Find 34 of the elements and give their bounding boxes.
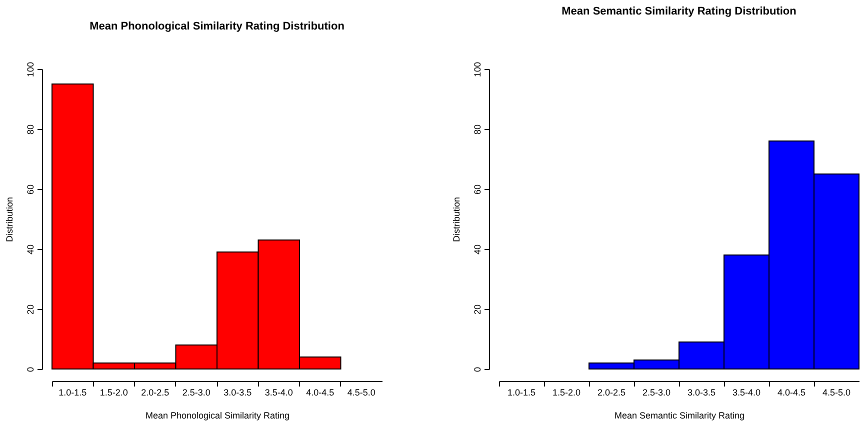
- x-tick-label: 1.0-1.5: [58, 388, 87, 398]
- x-tick-label: 2.0-2.5: [597, 388, 626, 398]
- x-tick-label: 2.0-2.5: [141, 388, 170, 398]
- x-tick-label: 4.5-5.0: [822, 388, 851, 398]
- y-tick-label: 40: [26, 244, 36, 255]
- x-tick-label: 1.5-2.0: [552, 388, 581, 398]
- y-tick-label: 20: [26, 304, 36, 315]
- y-tick-label: 0: [472, 366, 482, 372]
- y-axis-title: Distribution: [4, 196, 14, 242]
- y-tick-label: 60: [472, 184, 482, 195]
- x-tick-label: 3.0-3.5: [224, 388, 252, 398]
- x-tick-label: 4.0-4.5: [777, 388, 806, 398]
- y-axis-title: Distribution: [452, 196, 462, 242]
- y-tick-label: 0: [26, 366, 36, 372]
- x-tick-label: 1.0-1.5: [507, 388, 536, 398]
- y-tick-label: 20: [472, 304, 482, 315]
- y-tick-label: 80: [472, 124, 482, 135]
- x-tick-label: 4.5-5.0: [347, 388, 376, 398]
- chart-title: Mean Phonological Similarity Rating Distribution: [90, 20, 345, 32]
- x-axis-title: Mean Phonological Similarity Rating: [145, 410, 290, 420]
- x-axis-title: Mean Semantic Similarity Rating: [614, 410, 745, 420]
- x-tick-label: 3.5-4.0: [264, 388, 293, 398]
- x-tick-label: 2.5-3.0: [642, 388, 671, 398]
- y-tick-label: 80: [26, 124, 36, 135]
- y-tick-label: 40: [472, 244, 482, 255]
- chart-title: Mean Semantic Similarity Rating Distribution: [562, 5, 797, 18]
- y-tick-label: 60: [26, 184, 36, 195]
- x-tick-label: 4.0-4.5: [306, 388, 334, 398]
- x-tick-label: 3.5-4.0: [732, 388, 761, 398]
- x-tick-label: 1.5-2.0: [100, 388, 128, 398]
- x-tick-label: 3.0-3.5: [687, 388, 716, 398]
- y-tick-label: 100: [26, 62, 36, 78]
- y-tick-label: 100: [472, 62, 482, 78]
- x-tick-label: 2.5-3.0: [182, 388, 210, 398]
